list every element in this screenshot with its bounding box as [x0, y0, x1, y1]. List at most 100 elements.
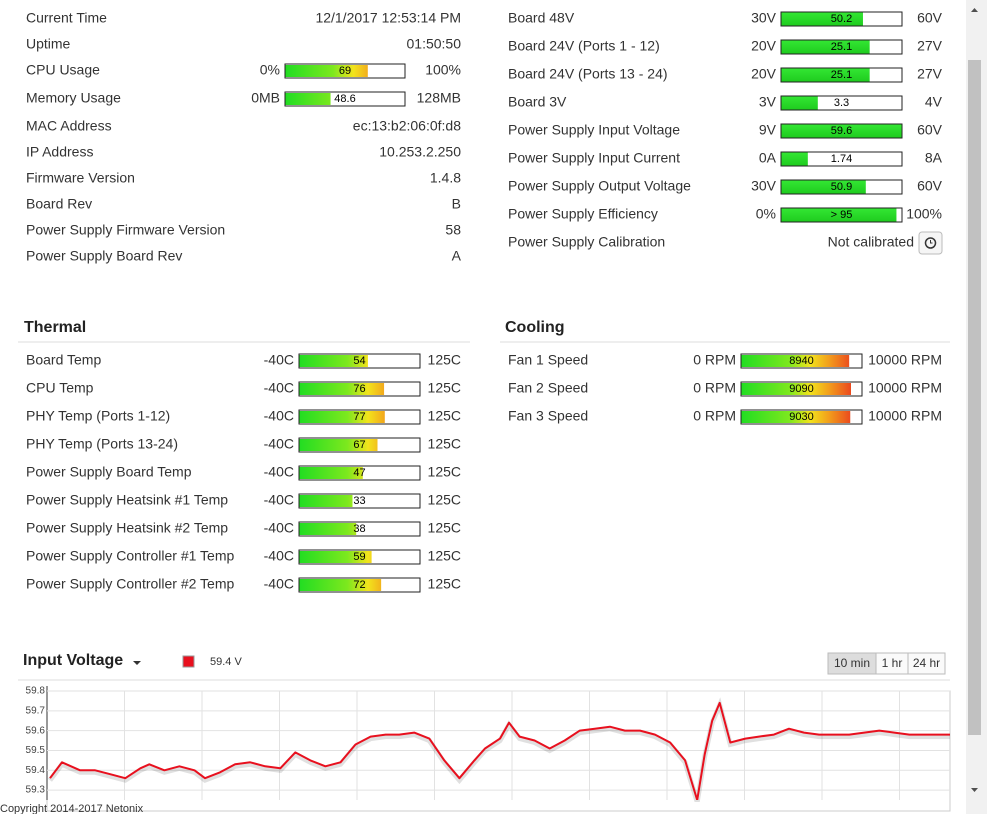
gauge-fill [781, 40, 870, 54]
gauge-min: 0 RPM [693, 408, 736, 424]
gauge-max: 125C [428, 408, 461, 424]
row-value: 1.4.8 [430, 170, 461, 186]
gauge-min: -40C [264, 492, 294, 508]
gauge-fill [781, 180, 866, 194]
row-label: Board 3V [508, 94, 567, 110]
row-label: PHY Temp (Ports 13-24) [26, 436, 178, 452]
gauge-fill [299, 495, 353, 507]
row-label: Power Supply Input Current [508, 150, 680, 166]
gauge-max: 10000 RPM [868, 352, 942, 368]
range-button-label: 10 min [834, 656, 870, 670]
range-button[interactable]: 24 hr [907, 652, 946, 675]
gauge-fill [781, 68, 870, 82]
gauge-track [780, 151, 903, 167]
row-value: 58 [445, 222, 461, 238]
gauge-fill [781, 208, 897, 222]
gauge-fill [285, 93, 331, 105]
gauge-max: 10000 RPM [868, 408, 942, 424]
gauge-value: 9090 [789, 383, 813, 395]
gauge-value: 59.6 [831, 125, 852, 137]
row-value: Not calibrated [828, 234, 914, 250]
row-label: Uptime [26, 36, 71, 52]
gauge-min: -40C [264, 548, 294, 564]
row-label: MAC Address [26, 118, 112, 134]
y-tick-label: 59.8 [26, 686, 46, 697]
gauge-min: -40C [264, 436, 294, 452]
gauge-max: 125C [428, 352, 461, 368]
gauge-fill [741, 355, 850, 367]
gauge-fill [781, 96, 818, 110]
gauge-fill [299, 523, 357, 535]
legend-swatch [182, 655, 195, 668]
gauge-max: 8A [925, 150, 943, 166]
y-tick-label: 59.5 [26, 745, 46, 756]
line [49, 701, 950, 800]
gauge-value: 3.3 [834, 97, 849, 109]
gauge-value: 38 [353, 523, 365, 535]
gauge-fill [299, 355, 368, 367]
gauge-value: 48.6 [334, 93, 355, 105]
gauge-max: 125C [428, 464, 461, 480]
gauge-fill [299, 411, 385, 423]
row-label: Memory Usage [26, 90, 121, 106]
section-title: Thermal [24, 319, 86, 336]
gauge-value: 67 [353, 439, 365, 451]
gauge-max: 27V [917, 38, 943, 54]
gauge-fill [299, 439, 378, 451]
row-label: Power Supply Output Voltage [508, 178, 691, 194]
row-label: CPU Usage [26, 62, 100, 78]
row-label: Power Supply Calibration [508, 234, 665, 250]
plot-frame [46, 690, 951, 812]
gauge-max: 125C [428, 380, 461, 396]
gauge-max: 10000 RPM [868, 380, 942, 396]
row-value: 10.253.2.250 [379, 144, 461, 160]
gauge-fill [741, 383, 851, 395]
row-label: Power Supply Efficiency [508, 206, 658, 222]
row-label: Power Supply Controller #1 Temp [26, 548, 235, 564]
dropdown-caret[interactable] [133, 661, 141, 665]
row-label: Power Supply Board Rev [26, 248, 182, 264]
gauge-fill [285, 65, 368, 77]
gauge-min: 20V [751, 38, 777, 54]
gauge-max: 125C [428, 520, 461, 536]
gauge-value: 76 [353, 383, 365, 395]
chart-title[interactable]: Input Voltage [23, 652, 123, 669]
gauge-min: 3V [759, 94, 777, 110]
gauge-fill [781, 152, 808, 166]
row-value: ec:13:b2:06:0f:d8 [353, 118, 461, 134]
row-label: Power Supply Heatsink #2 Temp [26, 520, 228, 536]
gauge-value: > 95 [831, 209, 853, 221]
range-button-label: 24 hr [913, 656, 940, 670]
gauge-min: 0 RPM [693, 352, 736, 368]
row-label: Power Supply Heatsink #1 Temp [26, 492, 228, 508]
gauge-min: 0% [260, 62, 280, 78]
gauge-min: 0% [756, 206, 776, 222]
gauge-min: 30V [751, 10, 777, 26]
gauge-value: 59 [353, 551, 365, 563]
row-label: PHY Temp (Ports 1-12) [26, 408, 170, 424]
row-label: Power Supply Firmware Version [26, 222, 225, 238]
calibrate-button[interactable] [918, 231, 943, 255]
gauge-fill [299, 579, 382, 591]
gauge-max: 4V [925, 94, 943, 110]
gauge-min: -40C [264, 464, 294, 480]
row-label: Board Rev [26, 196, 92, 212]
row-label: Current Time [26, 10, 107, 26]
range-button-label: 1 hr [882, 656, 903, 670]
row-value: B [452, 196, 461, 212]
scrollbar[interactable] [966, 0, 987, 814]
gauge-value: 33 [353, 495, 365, 507]
row-label: Power Supply Board Temp [26, 464, 192, 480]
gauge-value: 25.1 [831, 69, 852, 81]
gauge-max: 60V [917, 178, 943, 194]
gauge-value: 50.9 [831, 181, 852, 193]
gauge-min: 30V [751, 178, 777, 194]
range-button[interactable]: 10 min [827, 652, 877, 675]
gauge-min: -40C [264, 520, 294, 536]
row-value: 01:50:50 [407, 36, 462, 52]
range-button[interactable]: 1 hr [875, 652, 909, 675]
gauge-min: 0MB [251, 90, 280, 106]
gauge-min: 0A [759, 150, 777, 166]
y-tick-label: 59.6 [26, 725, 46, 736]
